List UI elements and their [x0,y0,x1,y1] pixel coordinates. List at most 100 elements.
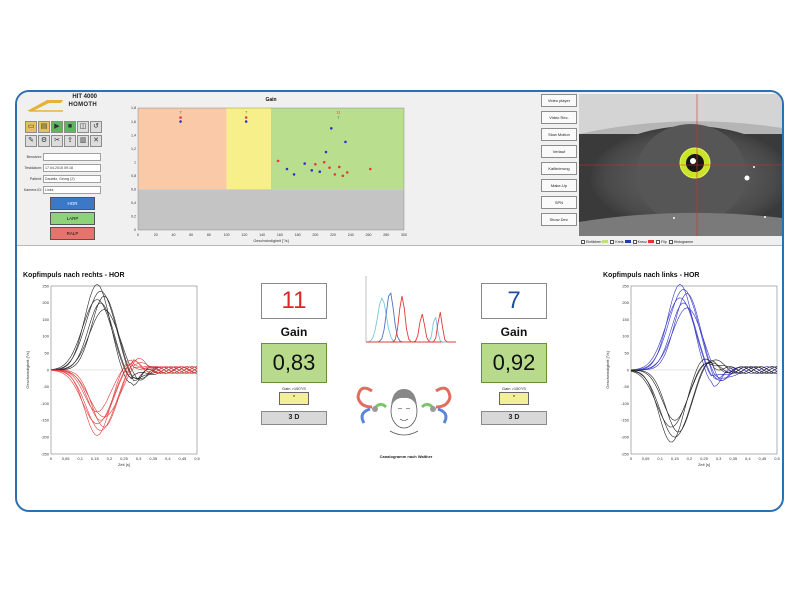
impulse-trace [51,365,198,418]
gain-scatter-chart: Gain 0 20 40 60 80 100 120 140 160 180 200 220 240 260… [131,97,407,243]
right-plot-title: Kopfimpuls nach links - HOR [603,272,700,279]
left-plot-title: Kopfimpuls nach rechts - HOR [23,272,125,279]
top-panel: HIT 4000 HOMOTH ▭ ▤ ▶ ■ ◫ ↺ ✎ ⚙ ✂ ⇪ ▥ ✕ … [17,92,782,246]
folder-icon[interactable]: ▭ [25,121,37,133]
y-tick-label: 0,2 [131,215,136,219]
y-tick-label: 1,2 [131,147,136,151]
scatter-point [369,167,372,171]
doc-icon[interactable]: ▤ [38,121,50,133]
impulse-trace [50,362,198,431]
y-tick-label: -50 [623,384,630,389]
right-gain-value: 0,92 [481,343,547,383]
x-tick-label: 0,25 [700,456,709,461]
x-tick-label: 40 [171,233,175,237]
left-3d-button[interactable]: 3 D [261,411,327,425]
x-tick-label: 140 [259,233,265,237]
x-tick-label: 0 [50,456,53,461]
undo-icon[interactable]: ↺ [90,121,102,133]
disk-icon[interactable]: ◫ [77,121,89,133]
point-annotation: 7 [179,110,181,114]
right-3d-button[interactable]: 3 D [481,411,547,425]
gain-band [138,108,227,190]
velocity-trace [366,295,456,343]
x-tick-label: 0,45 [179,456,188,461]
mode-larp-button[interactable]: LARP [50,212,95,225]
field-user: Benutzer: [21,152,101,161]
save-icon[interactable]: ■ [64,121,76,133]
y-tick-label: 150 [42,317,49,322]
right-impulse-count: 7 [481,283,547,319]
scatter-point [285,167,289,171]
play-icon[interactable]: ▶ [51,121,63,133]
app-logo: HIT 4000 HOMOTH [25,94,101,116]
velocity-trace [366,291,456,343]
testdate-input[interactable]: 17.04.2015 09:18 [43,163,101,172]
logo-swoosh-icon [27,100,63,112]
impulse-trace [50,360,198,425]
make-up-button[interactable]: Make-Up [541,179,577,192]
x-tick-label: 240 [348,233,354,237]
video-player-button[interactable]: Video player [541,94,577,107]
patient-input[interactable]: Daubitz, Georg (2) [43,174,101,183]
y-tick-label: -100 [41,401,50,406]
x-tick-label: 0,2 [687,456,693,461]
x-tick-label: 260 [366,233,372,237]
user-input[interactable] [43,152,101,161]
kalibrierung-button[interactable]: Kalibrierung [541,162,577,175]
x-tick-label: 100 [224,233,230,237]
x-axis-label: Zeit [s] [118,462,130,467]
mode-ralp-button[interactable]: RALP [50,227,95,240]
flip-checkbox[interactable] [655,239,660,244]
video-rec-button[interactable]: Video Rec. [541,111,577,124]
point-annotation: 7 [337,116,339,120]
left-impulse-count: 11 [261,283,327,319]
y-tick-label: -50 [43,384,50,389]
slow-motion-button[interactable]: Slow Motion [541,128,577,141]
y-tick-label: 200 [622,300,629,305]
y-tick-label: -250 [621,451,630,456]
y-tick-label: 50 [45,351,50,356]
y-axis-label: Geschwindigkeit [°/s] [25,351,30,388]
show-dev-button[interactable]: Show Dev. [541,213,577,226]
canalogram-heads-icon [356,386,452,436]
verlauf-button[interactable]: Verlauf [541,145,577,158]
x-tick-label: 0,05 [62,456,71,461]
left-gain-label: Gain [280,325,308,339]
scatter-point [344,140,347,144]
scatter-point [314,162,317,166]
tools-icon[interactable]: ✂ [51,134,63,147]
y-tick-label: -200 [621,435,630,440]
settings-icon[interactable]: ⚙ [38,134,50,147]
chart-title: Gain [265,97,276,103]
x-tick-label: 0,5 [774,456,780,461]
velocity-thumbnail-chart[interactable] [352,272,459,350]
camera-select[interactable]: Links [43,185,101,194]
x-tick-label: 160 [277,233,283,237]
x-tick-label: 0,1 [77,456,83,461]
toolbar: ▭ ▤ ▶ ■ ◫ ↺ ✎ ⚙ ✂ ⇪ ▥ ✕ [25,121,102,147]
x-tick-label: 0,3 [136,456,142,461]
x-tick-label: 0,1 [657,456,663,461]
velocity-trace [366,312,456,343]
x-tick-label: 60 [189,233,193,237]
chart-icon[interactable]: ▥ [77,134,89,147]
spn-button[interactable]: SPN [541,196,577,209]
x-tick-label: 0,15 [91,456,100,461]
einfaerben-checkbox[interactable] [581,239,585,244]
histogramm-checkbox[interactable] [668,239,673,244]
left-gain-sub-value: * [279,392,309,405]
kreuz-checkbox[interactable] [632,239,637,244]
y-tick-label: 50 [625,351,630,356]
export-icon[interactable]: ⇪ [64,134,76,147]
edit-icon[interactable]: ✎ [25,134,37,147]
close-icon[interactable]: ✕ [90,134,102,147]
kreis-checkbox[interactable] [610,239,615,244]
right-gain-sub-label: Gain >150°/S [502,386,526,391]
point-annotation: 11 [336,110,340,114]
scatter-point [324,150,328,154]
mode-hor-button[interactable]: HOR [50,197,95,210]
y-tick-label: -100 [621,401,630,406]
field-camera: Kamera ID: Links [21,185,101,194]
y-tick-label: 0 [134,228,136,232]
